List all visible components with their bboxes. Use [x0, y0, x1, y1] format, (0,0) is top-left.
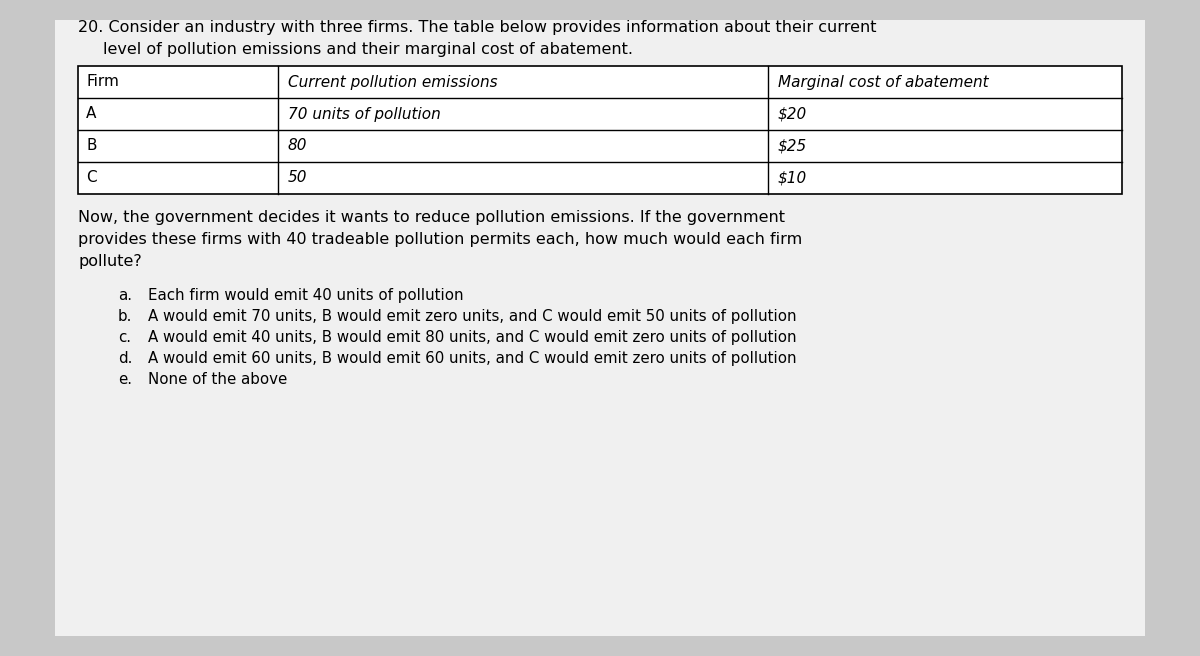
- Text: Now, the government decides it wants to reduce pollution emissions. If the gover: Now, the government decides it wants to …: [78, 210, 785, 225]
- Text: e.: e.: [118, 372, 132, 387]
- Text: A would emit 40 units, B would emit 80 units, and C would emit zero units of pol: A would emit 40 units, B would emit 80 u…: [148, 330, 797, 345]
- Text: pollute?: pollute?: [78, 254, 142, 269]
- Text: A: A: [86, 106, 96, 121]
- Text: B: B: [86, 138, 96, 154]
- Text: level of pollution emissions and their marginal cost of abatement.: level of pollution emissions and their m…: [103, 42, 634, 57]
- Text: A would emit 60 units, B would emit 60 units, and C would emit zero units of pol: A would emit 60 units, B would emit 60 u…: [148, 351, 797, 366]
- Text: 80: 80: [288, 138, 307, 154]
- Text: $10: $10: [778, 171, 808, 186]
- Text: C: C: [86, 171, 97, 186]
- Text: b.: b.: [118, 309, 132, 324]
- Text: 20. Consider an industry with three firms. The table below provides information : 20. Consider an industry with three firm…: [78, 20, 876, 35]
- Text: None of the above: None of the above: [148, 372, 287, 387]
- Text: $20: $20: [778, 106, 808, 121]
- Text: provides these firms with 40 tradeable pollution permits each, how much would ea: provides these firms with 40 tradeable p…: [78, 232, 803, 247]
- Bar: [78, 66, 1122, 194]
- Text: 50: 50: [288, 171, 307, 186]
- Text: d.: d.: [118, 351, 132, 366]
- Text: 70 units of pollution: 70 units of pollution: [288, 106, 440, 121]
- Text: a.: a.: [118, 288, 132, 303]
- Text: A would emit 70 units, B would emit zero units, and C would emit 50 units of pol: A would emit 70 units, B would emit zero…: [148, 309, 797, 324]
- Text: Current pollution emissions: Current pollution emissions: [288, 75, 498, 89]
- Text: Firm: Firm: [86, 75, 119, 89]
- Text: c.: c.: [118, 330, 131, 345]
- Text: $25: $25: [778, 138, 808, 154]
- Text: Each firm would emit 40 units of pollution: Each firm would emit 40 units of polluti…: [148, 288, 463, 303]
- Text: Marginal cost of abatement: Marginal cost of abatement: [778, 75, 989, 89]
